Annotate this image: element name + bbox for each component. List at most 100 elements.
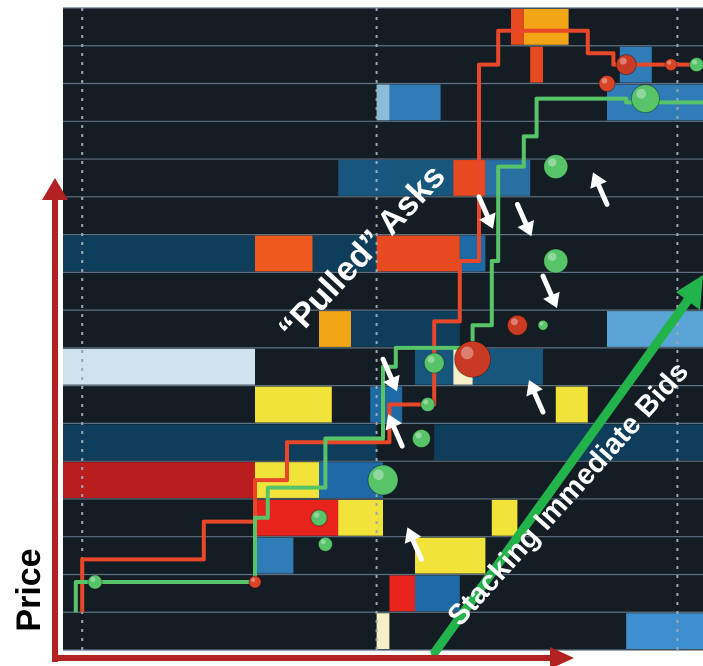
- trade-marker-circle: [454, 340, 492, 378]
- trade-marker: [615, 54, 637, 76]
- trade-marker: [506, 314, 528, 336]
- trade-marker-circle: [87, 574, 103, 590]
- order-block: [415, 575, 460, 612]
- price-axis-arrowhead: [42, 178, 68, 200]
- trade-marker-highlight: [313, 512, 320, 518]
- order-block: [255, 386, 332, 423]
- order-block: [389, 84, 441, 121]
- order-block: [459, 235, 486, 272]
- arrow-head: [517, 219, 535, 237]
- order-block: [555, 386, 588, 423]
- down-arrow-icon: [514, 201, 535, 237]
- trade-marker-highlight: [415, 432, 422, 439]
- order-block: [63, 462, 255, 498]
- trade-marker-circle: [543, 154, 569, 180]
- trade-marker: [420, 397, 436, 413]
- trade-marker-highlight: [460, 346, 474, 360]
- trade-marker: [310, 509, 328, 527]
- order-block: [491, 499, 518, 536]
- trade-marker-highlight: [548, 158, 557, 167]
- trade-marker-circle: [543, 248, 569, 274]
- arrow-head: [404, 527, 422, 544]
- trade-marker: [537, 319, 549, 331]
- trade-marker-circle: [411, 429, 431, 449]
- order-block: [63, 348, 255, 385]
- trade-marker-circle: [423, 352, 445, 374]
- trade-marker-circle: [310, 509, 328, 527]
- trade-marker-highlight: [667, 60, 672, 65]
- order-block: [255, 537, 294, 574]
- trade-marker: [689, 57, 703, 73]
- up-arrow-icon: [404, 527, 424, 562]
- trade-marker: [367, 464, 399, 496]
- trade-marker-circle: [689, 57, 703, 73]
- down-arrow-icon: [380, 356, 400, 392]
- axes: [42, 178, 574, 666]
- trade-marker-highlight: [251, 577, 256, 583]
- trade-marker: [317, 536, 333, 552]
- arrow-head: [543, 291, 560, 309]
- trend-arrowhead: [676, 275, 703, 310]
- trade-marker-highlight: [692, 59, 697, 65]
- trade-marker-circle: [317, 536, 333, 552]
- trade-marker-circle: [420, 397, 436, 413]
- price-trace: [73, 96, 703, 613]
- trade-marker-highlight: [373, 469, 384, 481]
- trade-marker: [454, 340, 492, 378]
- trade-marker-circle: [664, 58, 678, 72]
- trade-marker: [248, 575, 262, 589]
- arrow-head: [526, 380, 543, 397]
- order-block: [626, 613, 703, 649]
- order-block: [376, 613, 390, 649]
- stacking-bids-trend-arrow: [430, 295, 693, 657]
- up-arrow-icon: [526, 380, 546, 415]
- down-arrow-icon: [540, 273, 560, 309]
- order-block: [530, 46, 543, 83]
- arrow-head: [383, 374, 400, 392]
- trade-markers: [87, 54, 703, 590]
- trade-marker: [664, 58, 678, 72]
- trade-marker: [598, 75, 616, 93]
- arrow-head: [479, 212, 496, 229]
- trade-marker-highlight: [427, 355, 435, 363]
- order-blocks: [63, 9, 703, 649]
- trade-marker-circle: [506, 314, 528, 336]
- order-block: [389, 575, 415, 612]
- down-arrow-icon: [476, 194, 496, 229]
- order-block: [255, 235, 313, 272]
- trade-marker: [87, 574, 103, 590]
- trade-marker-highlight: [320, 539, 326, 545]
- trade-marker-highlight: [90, 577, 96, 583]
- annotation-arrows: [380, 172, 610, 562]
- trade-marker-circle: [615, 54, 637, 76]
- order-block: [338, 499, 383, 536]
- order-block: [511, 9, 524, 45]
- order-block: [523, 9, 569, 45]
- price-trace-lines: [73, 28, 703, 613]
- price-trace: [80, 28, 703, 613]
- order-block: [351, 311, 460, 347]
- order-block: [63, 235, 255, 272]
- order-block: [376, 235, 460, 272]
- trade-marker-highlight: [601, 77, 608, 84]
- arrow-head: [385, 414, 403, 431]
- trade-marker: [543, 154, 569, 180]
- trade-marker-highlight: [619, 57, 627, 65]
- trade-marker-circle: [598, 75, 616, 93]
- trade-marker: [630, 84, 660, 114]
- order-block: [319, 311, 351, 347]
- order-block: [415, 537, 486, 574]
- trade-marker-highlight: [539, 321, 544, 326]
- trade-marker-highlight: [423, 399, 429, 405]
- up-arrow-icon: [590, 172, 610, 207]
- trade-marker: [423, 352, 445, 374]
- order-block: [434, 424, 703, 461]
- trade-marker: [543, 248, 569, 274]
- price-level-lines: [63, 7, 703, 651]
- trade-marker-highlight: [510, 318, 518, 326]
- trade-marker-highlight: [548, 252, 557, 262]
- time-axis-arrowhead: [550, 647, 574, 666]
- trade-marker-circle: [367, 464, 399, 496]
- up-arrow-icon: [385, 414, 405, 449]
